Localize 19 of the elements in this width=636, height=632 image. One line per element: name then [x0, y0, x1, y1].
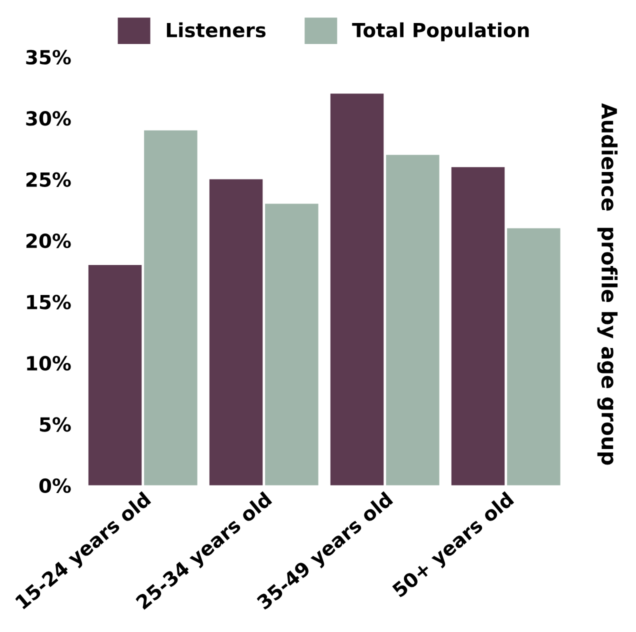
legend-label: Total Population [352, 22, 529, 42]
y-tick-label: 10% [27, 356, 71, 371]
bar [209, 179, 263, 486]
bar [386, 154, 440, 486]
y-tick-label: 0% [39, 478, 71, 494]
bar [144, 130, 198, 486]
y-tick-label: 20% [26, 233, 71, 248]
legend-label: Listeners [166, 22, 266, 38]
bar [265, 204, 318, 486]
y-tick-label: 15% [27, 294, 71, 310]
y-tick-label: 35% [26, 50, 71, 65]
y-tick-label: 30% [26, 111, 71, 126]
bar [451, 167, 505, 486]
text: Audience profile by age group [597, 103, 618, 465]
bar [88, 265, 142, 486]
bar [330, 94, 384, 486]
bar [507, 228, 560, 486]
y-tick-label: 25% [26, 172, 71, 187]
y-tick-label: 5% [40, 417, 71, 432]
